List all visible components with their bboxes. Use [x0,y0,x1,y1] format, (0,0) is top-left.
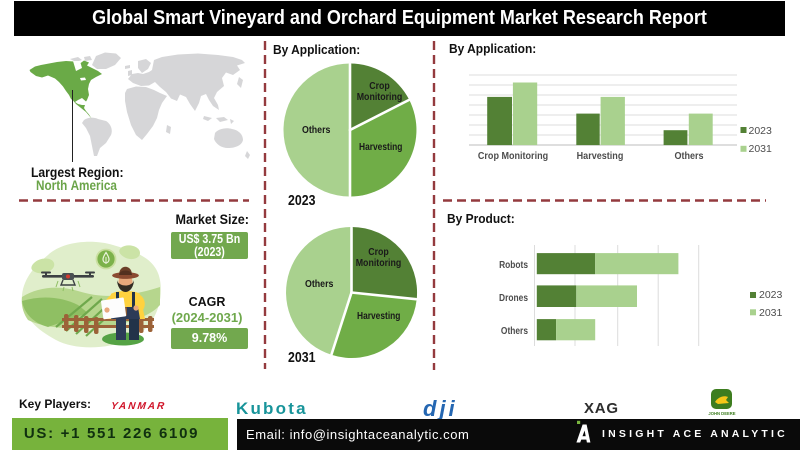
svg-text:JOHN DEERE: JOHN DEERE [708,411,735,416]
